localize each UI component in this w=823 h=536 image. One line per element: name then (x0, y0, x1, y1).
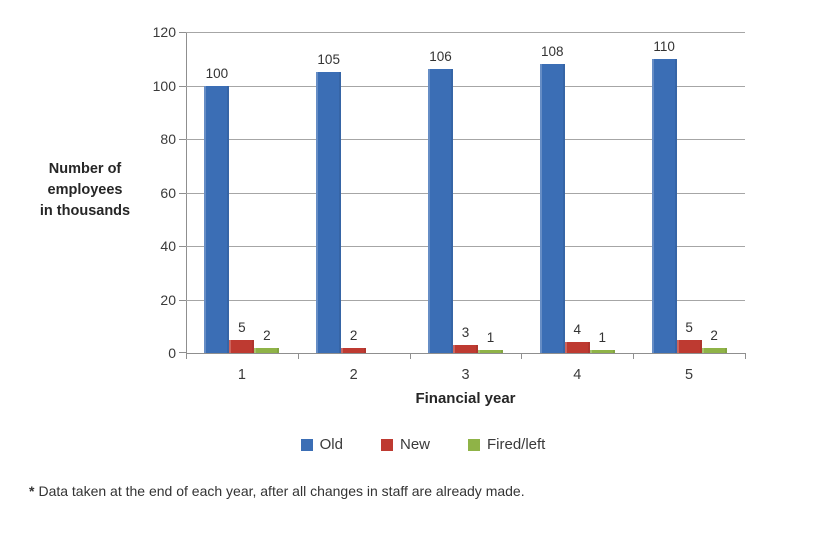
bar-value-label: 5 (238, 319, 246, 335)
bar-new-year-3 (453, 344, 478, 353)
y-tick-label: 120 (152, 24, 176, 40)
bar-value-label: 105 (317, 52, 340, 68)
bar-value-label: 1 (486, 330, 495, 346)
bar-old-year-2 (316, 72, 342, 353)
gridline (186, 246, 745, 247)
footnote-text: Data taken at the end of each year, afte… (38, 483, 525, 499)
bar-old-year-4 (539, 64, 565, 353)
y-tick-label: 40 (160, 238, 176, 254)
bar-value-label: 108 (541, 44, 564, 60)
y-tick-label: 20 (160, 291, 176, 308)
bar-old-year-3 (428, 69, 453, 353)
x-category-label: 1 (237, 367, 246, 383)
footnote-asterisk: * (29, 483, 35, 499)
bar-new-year-4 (564, 342, 590, 353)
gridline (186, 299, 745, 301)
y-tick-label: 60 (160, 184, 176, 201)
legend-label: Old (319, 436, 343, 453)
y-tick-mark (179, 139, 186, 140)
y-tick-label: 80 (160, 131, 176, 147)
x-category-label: 4 (573, 367, 582, 383)
gridline (186, 192, 745, 194)
legend-item-old: Old (300, 436, 343, 453)
x-tick-mark (745, 353, 746, 359)
x-category-label: 2 (349, 367, 358, 383)
legend-swatch (468, 438, 480, 451)
bar-value-label: 106 (429, 49, 452, 65)
bar-fired-left-year-4 (589, 350, 615, 353)
legend: Old New Fired/left (0, 436, 823, 453)
bar-value-label: 110 (653, 38, 675, 54)
bar-value-label: 4 (573, 322, 582, 338)
y-tick-mark (179, 352, 186, 353)
legend-item-fired-left: Fired/left (468, 436, 545, 453)
gridline (186, 85, 745, 87)
bar-new-year-2 (341, 347, 367, 353)
bar-new-year-1 (229, 339, 255, 353)
x-axis-title: Financial year (415, 390, 516, 407)
y-axis-title: Number of employees in thousands (39, 161, 131, 219)
bar-value-label: 3 (461, 324, 470, 340)
legend-label: Fired/left (487, 436, 546, 453)
footnote: * Data taken at the end of each year, aft… (29, 483, 809, 499)
bar-value-label: 100 (205, 65, 229, 81)
legend-item-new: New (380, 436, 430, 453)
x-category-label: 5 (685, 367, 694, 383)
y-tick-mark (179, 85, 186, 87)
x-tick-mark (521, 353, 523, 359)
x-tick-mark (297, 353, 299, 359)
bar-value-label: 2 (349, 327, 358, 343)
x-category-label: 3 (461, 367, 470, 383)
bar-old-year-1 (204, 85, 230, 353)
bar-fired-left-year-5 (701, 347, 727, 353)
legend-label: New (399, 436, 430, 453)
x-tick-mark (633, 353, 635, 359)
y-tick-mark (179, 246, 186, 247)
bar-value-label: 5 (685, 319, 693, 335)
bar-value-label: 1 (598, 330, 607, 346)
y-tick-label: 100 (152, 77, 176, 94)
bar-fired-left-year-3 (478, 350, 503, 353)
y-tick-mark (179, 32, 186, 33)
y-tick-mark (179, 192, 186, 194)
legend-swatch (380, 438, 393, 451)
bar-fired-left-year-1 (254, 347, 280, 353)
x-tick-mark (186, 353, 187, 359)
bar-value-label: 2 (263, 327, 271, 343)
bar-value-label: 2 (710, 327, 718, 343)
gridline (186, 32, 745, 33)
x-axis-line (186, 353, 745, 354)
x-tick-mark (409, 353, 411, 359)
plot-area: 100 5 2 105 2 106 3 1 108 4 1 110 5 2 (179, 32, 746, 359)
y-tick-label: 0 (168, 345, 176, 361)
bar-new-year-5 (676, 339, 702, 353)
bar-old-year-5 (651, 58, 677, 353)
y-tick-mark (179, 299, 186, 301)
legend-swatch (300, 438, 313, 451)
gridline (186, 139, 745, 140)
